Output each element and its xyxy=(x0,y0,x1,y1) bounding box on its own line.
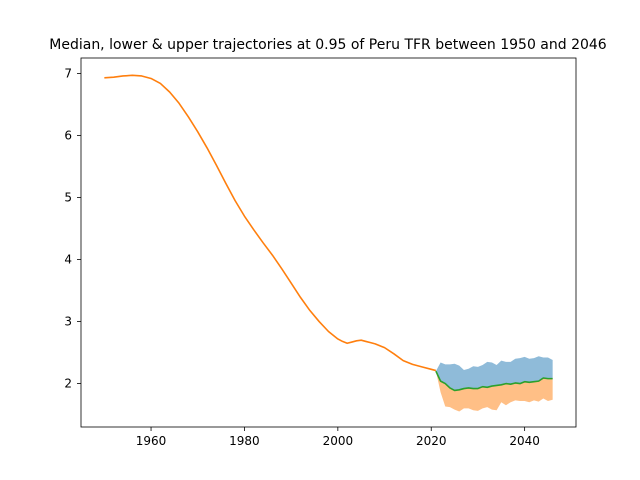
x-tick-label: 2020 xyxy=(416,434,447,448)
chart-title: Median, lower & upper trajectories at 0.… xyxy=(49,37,607,53)
y-tick-label: 4 xyxy=(64,253,72,267)
x-tick-label: 2000 xyxy=(323,434,354,448)
y-axis: 2 3 4 5 6 7 xyxy=(64,67,81,391)
y-tick-label: 5 xyxy=(64,191,72,205)
y-tick-label: 2 xyxy=(64,377,72,391)
lower-band xyxy=(435,371,553,412)
x-tick-label: 2040 xyxy=(509,434,540,448)
median-line xyxy=(435,370,553,392)
historical-line xyxy=(104,74,437,372)
y-tick-label: 6 xyxy=(64,129,72,143)
axes-frame xyxy=(80,57,577,428)
x-axis: 1960 1980 2000 2020 2040 xyxy=(136,427,540,448)
x-tick-label: 1980 xyxy=(229,434,260,448)
x-tick-label: 1960 xyxy=(136,434,167,448)
y-tick-label: 3 xyxy=(64,315,72,329)
plot-area xyxy=(104,74,553,412)
y-tick-label: 7 xyxy=(64,67,72,81)
